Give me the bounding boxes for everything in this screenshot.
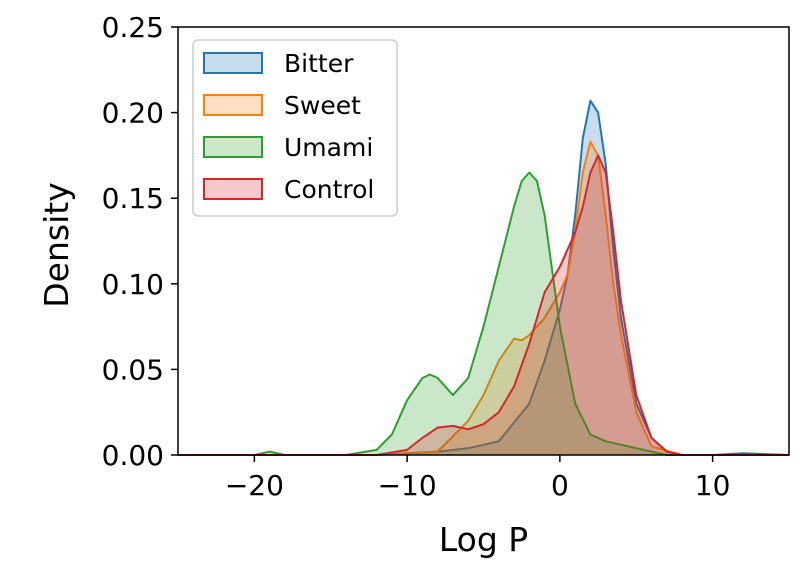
series-umami	[178, 171, 789, 456]
y-tick-label: 0.15	[102, 182, 164, 215]
legend-swatch-control	[203, 178, 263, 200]
x-tick-label: −20	[225, 469, 284, 502]
x-tick-label: 0	[551, 469, 569, 502]
line-sweet	[178, 140, 789, 456]
y-tick-label: 0.05	[102, 353, 164, 386]
line-control	[178, 154, 789, 456]
plot-frame	[177, 26, 790, 456]
series-sweet	[178, 140, 789, 456]
legend-swatch-umami	[203, 136, 263, 158]
legend: Bitter Sweet Umami Control	[192, 39, 398, 217]
legend-label-sweet: Sweet	[284, 91, 361, 120]
x-axis-label: Log P	[439, 520, 528, 559]
legend-item-bitter: Bitter	[203, 49, 354, 78]
legend-label-bitter: Bitter	[284, 49, 354, 78]
legend-label-umami: Umami	[284, 133, 373, 162]
legend-label-control: Control	[284, 175, 374, 204]
legend-box	[192, 39, 398, 217]
y-tick-label: 0.00	[102, 439, 164, 472]
x-tick-label: 10	[695, 469, 731, 502]
y-tick-label: 0.25	[102, 11, 164, 44]
axes-layer: −20 −10 0 10 0.00 0.05 0.10 0.15 0.20 0.25	[102, 11, 731, 502]
legend-swatch-bitter	[203, 52, 263, 74]
y-tick-label: 0.20	[102, 97, 164, 130]
series-layer	[178, 99, 790, 456]
legend-swatch-sweet	[203, 94, 263, 116]
line-umami	[178, 171, 789, 456]
area-umami	[178, 172, 789, 455]
y-axis-label: Density	[37, 182, 76, 307]
legend-item-control: Control	[203, 175, 374, 204]
series-control	[178, 154, 789, 456]
x-tick-label: −10	[378, 469, 437, 502]
legend-item-umami: Umami	[203, 133, 373, 162]
legend-item-sweet: Sweet	[203, 91, 361, 120]
y-tick-label: 0.10	[102, 268, 164, 301]
